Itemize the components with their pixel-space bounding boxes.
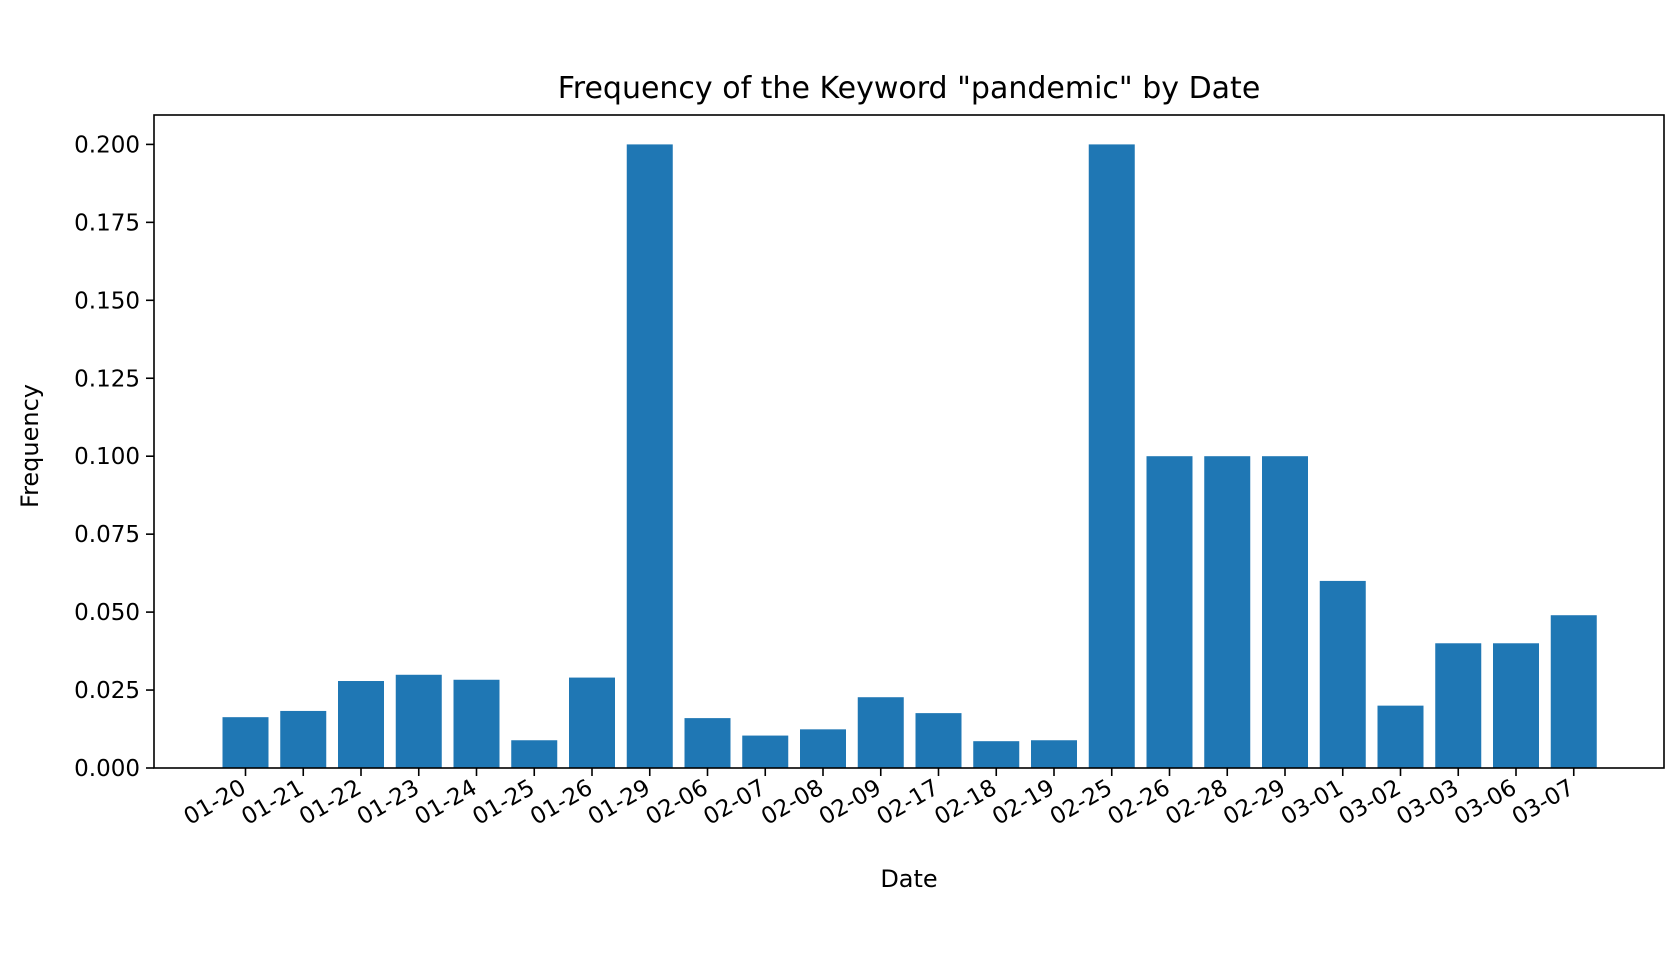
y-tick-label: 0.000 bbox=[74, 756, 140, 782]
bar bbox=[1146, 456, 1193, 768]
x-tick-label: 02-07 bbox=[699, 775, 770, 831]
x-tick-label: 02-19 bbox=[988, 775, 1059, 831]
bar bbox=[857, 697, 904, 768]
bar bbox=[1377, 705, 1424, 768]
x-tick-label: 03-06 bbox=[1450, 775, 1521, 831]
y-axis-label: Frequency bbox=[16, 384, 44, 508]
x-tick-label: 01-29 bbox=[584, 775, 655, 831]
x-tick-label: 03-03 bbox=[1392, 775, 1463, 831]
bar bbox=[915, 713, 962, 768]
x-tick-label: 01-20 bbox=[180, 775, 251, 831]
y-tick-label: 0.050 bbox=[74, 600, 140, 626]
x-tick-label: 03-07 bbox=[1508, 775, 1579, 831]
x-axis-label: Date bbox=[880, 865, 937, 893]
bar bbox=[1319, 580, 1366, 768]
bar bbox=[684, 718, 731, 768]
bar bbox=[1435, 643, 1482, 768]
y-tick-label: 0.100 bbox=[74, 444, 140, 470]
plot-frame bbox=[153, 114, 1665, 769]
y-tick-label: 0.125 bbox=[74, 366, 140, 392]
y-axis: 0.000 0.025 0.050 0.075 0.100 0.125 0.150 0.175… bbox=[74, 132, 154, 782]
x-tick-label: 02-28 bbox=[1161, 775, 1232, 831]
bar bbox=[626, 144, 673, 768]
bar bbox=[1493, 643, 1539, 768]
x-tick-label: 02-06 bbox=[642, 775, 713, 831]
x-tick-label: 01-22 bbox=[295, 775, 366, 831]
bar bbox=[1204, 456, 1251, 768]
bar bbox=[800, 729, 846, 768]
bar bbox=[1088, 144, 1135, 768]
bar bbox=[511, 740, 558, 768]
x-tick-label: 02-09 bbox=[815, 775, 886, 831]
x-tick-label: 01-23 bbox=[353, 775, 424, 831]
x-axis: 01-2001-2101-2201-2301-2401-2501-2601-29… bbox=[180, 768, 1579, 831]
x-tick-label: 01-24 bbox=[411, 775, 482, 831]
bar bbox=[395, 674, 442, 768]
bar bbox=[222, 717, 269, 768]
y-tick-label: 0.150 bbox=[74, 288, 140, 314]
y-tick-label: 0.175 bbox=[74, 210, 140, 236]
bar bbox=[280, 710, 327, 768]
y-tick-label: 0.200 bbox=[74, 132, 140, 158]
bar bbox=[742, 735, 789, 768]
x-tick-label: 03-02 bbox=[1335, 775, 1406, 831]
x-tick-label: 02-29 bbox=[1219, 775, 1290, 831]
bar bbox=[973, 741, 1020, 768]
bars-group bbox=[222, 144, 1597, 768]
x-tick-label: 01-25 bbox=[468, 775, 539, 831]
y-tick-label: 0.025 bbox=[74, 678, 140, 704]
x-tick-label: 02-18 bbox=[930, 775, 1001, 831]
x-tick-label: 01-26 bbox=[526, 775, 597, 831]
x-tick-label: 01-21 bbox=[237, 775, 308, 831]
x-tick-label: 02-25 bbox=[1046, 775, 1117, 831]
bar bbox=[338, 681, 384, 768]
x-tick-label: 03-01 bbox=[1277, 775, 1348, 831]
x-tick-label: 02-08 bbox=[757, 775, 828, 831]
chart-title: Frequency of the Keyword "pandemic" by D… bbox=[558, 71, 1261, 106]
bar bbox=[1031, 740, 1077, 768]
bar bbox=[453, 679, 500, 768]
y-tick-label: 0.075 bbox=[74, 522, 140, 548]
x-tick-label: 02-17 bbox=[873, 775, 944, 831]
x-tick-label: 02-26 bbox=[1104, 775, 1175, 831]
bar bbox=[569, 677, 615, 768]
bar bbox=[1550, 615, 1597, 768]
bar bbox=[1262, 456, 1308, 768]
